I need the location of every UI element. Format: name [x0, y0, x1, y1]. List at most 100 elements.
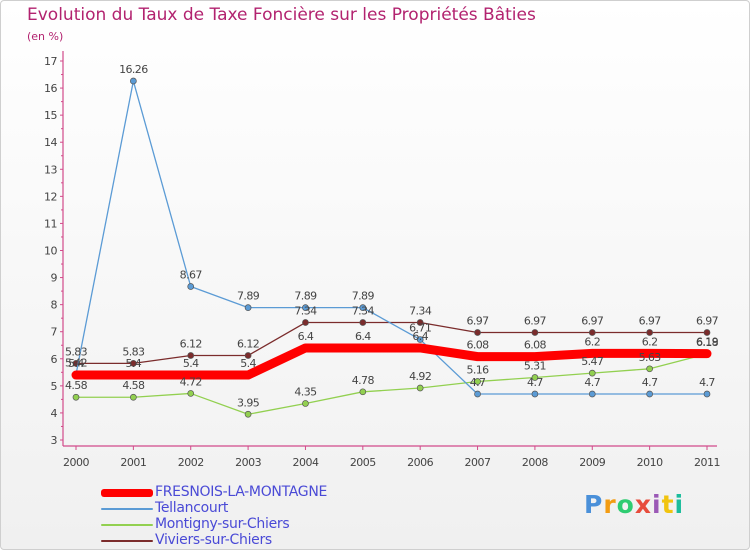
legend-swatch [101, 540, 153, 542]
series-viviers-sur-chiers [72, 319, 711, 367]
data-point[interactable] [474, 378, 481, 385]
x-tick-label: 2009 [579, 456, 605, 469]
y-tick-label: 11 [44, 217, 57, 230]
data-label: 7.89 [294, 290, 317, 303]
data-point[interactable] [703, 329, 711, 336]
data-point[interactable] [302, 319, 309, 326]
data-point[interactable] [588, 390, 596, 398]
chart-title: Evolution du Taux de Taxe Foncière sur l… [27, 5, 536, 25]
data-point[interactable] [186, 371, 195, 380]
data-point[interactable] [588, 349, 597, 358]
data-point[interactable] [302, 304, 309, 311]
legend-label: FRESNOIS-LA-MONTAGNE [155, 484, 328, 500]
data-label: 6.97 [639, 315, 662, 328]
data-label: 5.63 [639, 351, 662, 364]
data-label: 6.4 [355, 330, 371, 343]
data-point[interactable] [359, 304, 367, 311]
data-point[interactable] [531, 329, 539, 336]
x-tick-label: 2004 [292, 456, 318, 469]
x-tick-label: 2002 [178, 456, 204, 469]
data-label: 6.4 [298, 330, 314, 343]
data-point[interactable] [473, 352, 482, 361]
data-label: 4.58 [122, 379, 145, 392]
data-point[interactable] [302, 400, 309, 407]
legend-swatch [101, 508, 153, 510]
data-label: 5.42 [65, 356, 87, 369]
data-label: 4.7 [527, 376, 543, 389]
data-label: 4.92 [409, 370, 431, 383]
data-point[interactable] [359, 319, 367, 326]
data-point[interactable] [244, 352, 252, 359]
data-point[interactable] [416, 343, 425, 352]
data-point[interactable] [416, 319, 424, 326]
y-tick-label: 15 [44, 109, 57, 122]
data-point[interactable] [358, 343, 367, 352]
y-tick-label: 12 [44, 190, 57, 203]
data-point[interactable] [646, 329, 653, 336]
data-label: 3.95 [237, 396, 260, 409]
data-point[interactable] [474, 329, 481, 336]
data-point[interactable] [244, 304, 252, 311]
data-point[interactable] [129, 371, 138, 380]
data-point[interactable] [531, 390, 539, 398]
data-point[interactable] [72, 371, 80, 380]
data-label: 7.34 [352, 305, 375, 318]
data-label: 5.4 [126, 357, 142, 370]
data-point[interactable] [130, 393, 137, 401]
x-tick-label: 2003 [235, 456, 261, 469]
y-tick-label: 9 [51, 272, 58, 285]
data-point[interactable] [416, 384, 424, 392]
data-point[interactable] [703, 349, 711, 358]
data-label: 6.97 [466, 315, 489, 328]
data-point[interactable] [130, 360, 137, 367]
data-label: 5.4 [68, 357, 84, 370]
data-point[interactable] [646, 365, 653, 373]
data-label: 6.97 [581, 315, 604, 328]
data-label: 6.97 [524, 315, 547, 328]
legend-label: Viviers-sur-Chiers [155, 532, 272, 548]
data-label: 4.7 [642, 376, 658, 389]
data-point[interactable] [474, 390, 481, 398]
data-point[interactable] [187, 283, 195, 290]
data-point[interactable] [588, 329, 596, 336]
data-label: 7.89 [352, 290, 375, 303]
data-point[interactable] [531, 374, 539, 381]
data-label: 5.47 [581, 355, 604, 368]
data-point[interactable] [187, 390, 195, 397]
data-label: 6.97 [696, 315, 719, 328]
data-point[interactable] [588, 369, 596, 377]
series-line-montigny-sur-chiers [75, 353, 708, 415]
data-point[interactable] [530, 352, 539, 361]
y-tick-label: 7 [51, 326, 58, 339]
data-point[interactable] [416, 336, 424, 343]
data-label: 6.19 [696, 336, 719, 349]
data-point[interactable] [359, 388, 367, 396]
data-point[interactable] [244, 410, 252, 418]
data-point[interactable] [187, 352, 195, 359]
data-label: 6.18 [696, 336, 719, 349]
x-tick-label: 2006 [407, 456, 433, 469]
data-point[interactable] [244, 371, 253, 380]
series-line-fresnois-la-montagne [71, 343, 712, 380]
data-label: 6.4 [412, 330, 428, 343]
data-point[interactable] [645, 349, 654, 358]
data-point[interactable] [130, 77, 137, 85]
y-tick-label: 3 [51, 434, 58, 447]
y-tick-label: 10 [44, 245, 57, 258]
data-label: 6.2 [642, 335, 658, 348]
data-point[interactable] [301, 343, 310, 352]
data-point[interactable] [72, 393, 80, 401]
data-label: 5.31 [524, 359, 546, 372]
data-label: 6.08 [466, 339, 489, 352]
data-point[interactable] [646, 390, 653, 398]
data-label: 4.7 [699, 376, 715, 389]
x-tick-label: 2007 [465, 456, 491, 469]
y-tick-label: 14 [44, 136, 57, 149]
data-label: 5.4 [183, 357, 199, 370]
x-tick-label: 2000 [63, 456, 89, 469]
data-label: 6.2 [584, 335, 600, 348]
proxiti-logo[interactable]: Proxiti [584, 490, 685, 519]
data-point[interactable] [703, 390, 711, 398]
data-label: 7.89 [237, 290, 260, 303]
